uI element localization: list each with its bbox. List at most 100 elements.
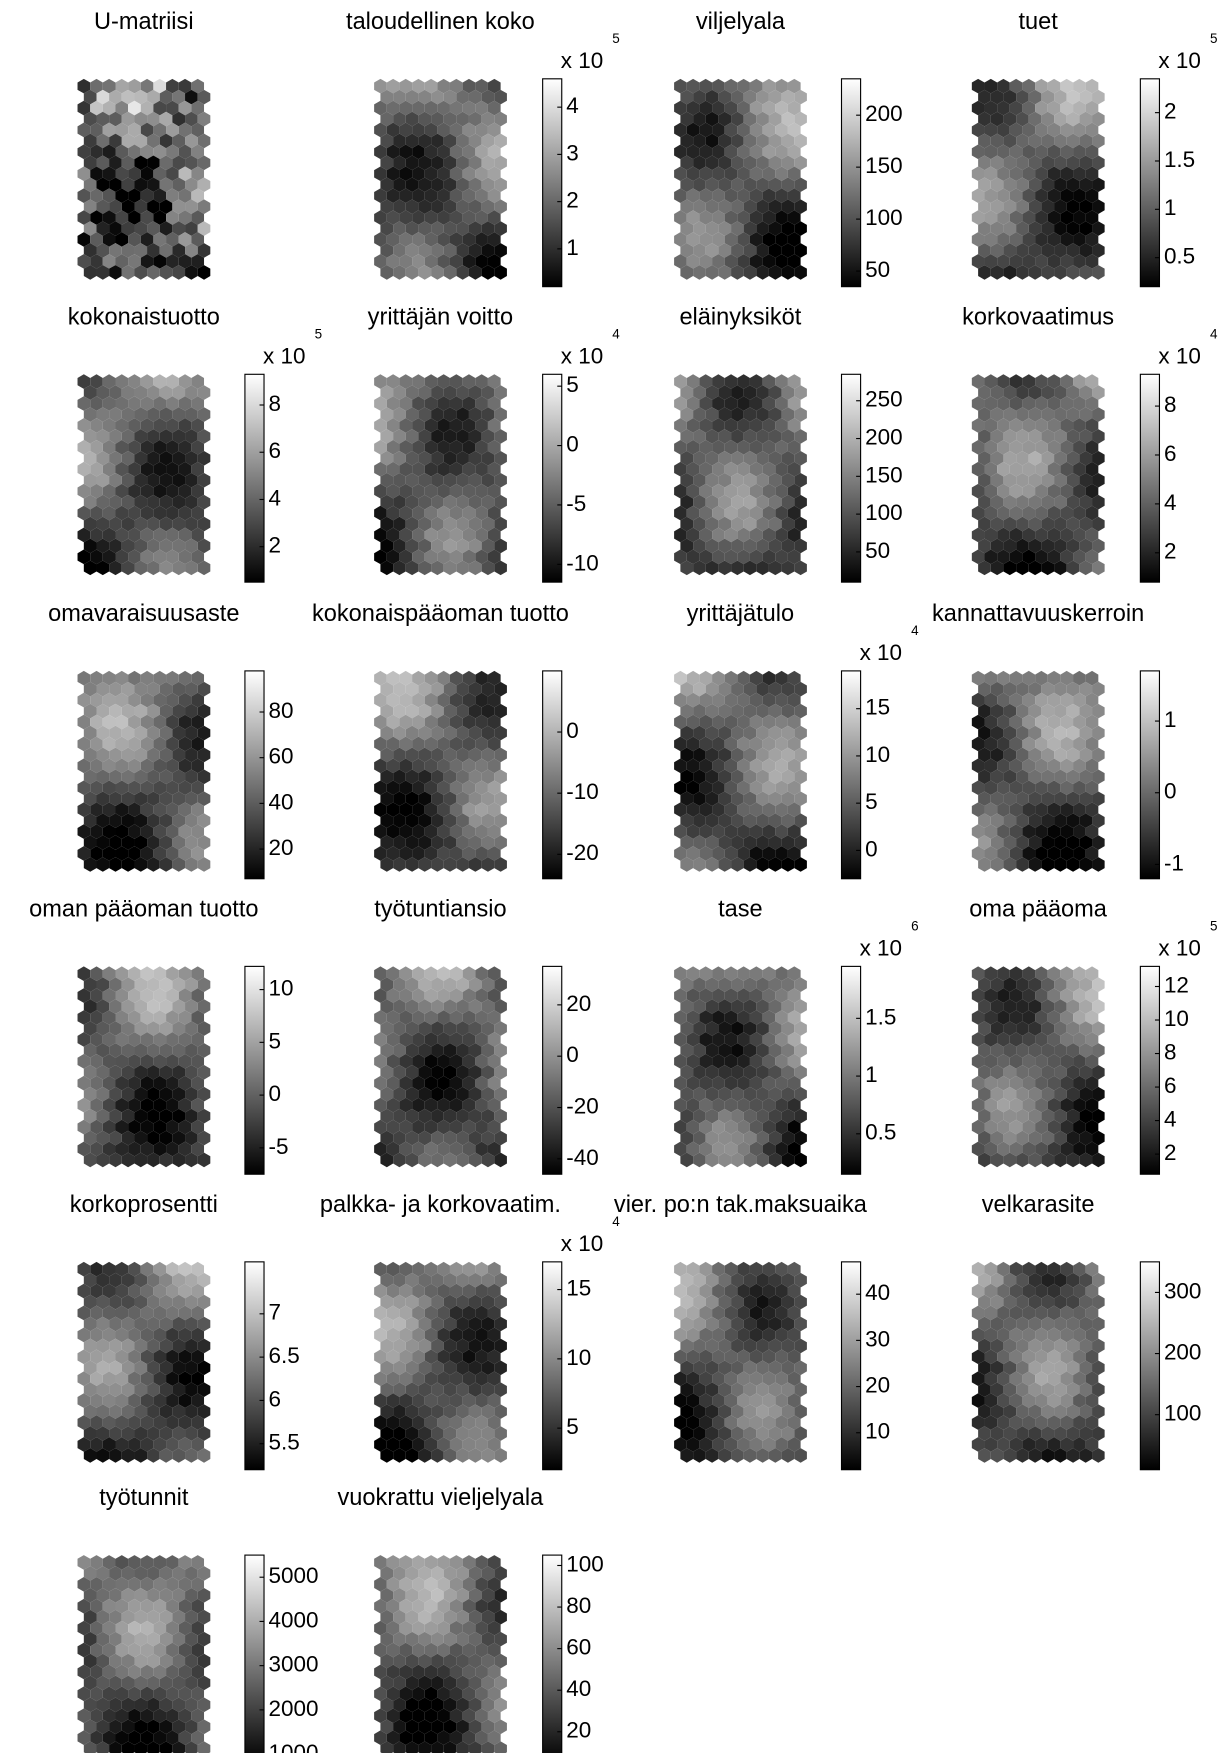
hex-cell [77, 440, 91, 455]
hex-cell [462, 1664, 476, 1680]
hex-cell [768, 1130, 782, 1146]
hex-cell [1066, 243, 1080, 258]
hex-cell [737, 692, 750, 708]
hex-cell [191, 461, 205, 477]
hex-cell [128, 1620, 141, 1636]
hex-cell [737, 188, 750, 203]
hex-cell [693, 243, 706, 258]
hex-cell [768, 89, 782, 105]
hex-cell [997, 1032, 1010, 1047]
hex-cell [1079, 516, 1093, 532]
hex-cell [96, 1316, 110, 1332]
hex-cell [109, 999, 122, 1014]
y-tick-label: 300 [1164, 1278, 1202, 1303]
hex-cell [386, 1642, 400, 1658]
hex-cell [481, 1360, 495, 1376]
hex-cell [1054, 1152, 1067, 1168]
hex-cell [1079, 89, 1093, 105]
hex-cell [1047, 254, 1061, 269]
hex-cell [743, 1360, 757, 1376]
hex-cell [374, 483, 387, 499]
hex-cell [705, 1360, 719, 1376]
panel-title: työtunnit [99, 1484, 189, 1510]
hex-cell [997, 78, 1010, 94]
hex-cell [794, 769, 807, 785]
hex-cell [374, 1075, 387, 1091]
hex-cell [109, 516, 122, 532]
hex-cell [487, 144, 501, 160]
hex-cell [997, 1010, 1010, 1025]
panel-title: kannattavuuskerroin [932, 600, 1144, 626]
hex-cell [102, 670, 116, 686]
hex-cell [749, 846, 763, 861]
hex-map [77, 670, 211, 872]
hex-cell [405, 1426, 419, 1441]
hex-cell [494, 472, 507, 488]
hex-cell [374, 1327, 387, 1343]
hex-cell [984, 144, 998, 160]
hex-cell [762, 210, 776, 225]
hex-cell [412, 527, 425, 543]
hex-cell [984, 374, 998, 389]
hex-cell [787, 714, 801, 730]
hex-cell [674, 1371, 687, 1387]
hex-cell [1079, 1316, 1093, 1332]
hex-cell [159, 1108, 173, 1124]
hex-cell [90, 254, 103, 269]
y-tick-label: 2000 [269, 1696, 319, 1721]
hex-cell [984, 846, 998, 861]
hex-cell [494, 243, 507, 258]
hex-cell [431, 747, 444, 763]
hex-cell [393, 681, 406, 697]
hex-cell [405, 516, 419, 532]
hex-cell [456, 1588, 469, 1603]
hex-cell [449, 483, 463, 499]
hex-cell [380, 429, 394, 444]
hex-cell [1035, 483, 1048, 499]
hex-cell [405, 451, 419, 466]
hex-cell [1079, 769, 1093, 785]
hex-cell [1054, 472, 1067, 488]
hex-cell [424, 1371, 438, 1387]
hex-cell [185, 1065, 198, 1080]
hex-cell [1060, 988, 1074, 1003]
hex-cell [172, 429, 186, 444]
hex-cell [77, 1327, 91, 1343]
hex-cell [90, 1708, 103, 1724]
hex-cell [1060, 232, 1074, 247]
hex-cell [412, 1664, 425, 1680]
hex-cell [109, 177, 122, 193]
hex-cell [1003, 1065, 1017, 1080]
hex-cell [178, 1437, 192, 1452]
hex-cell [128, 1283, 141, 1299]
hex-cell [481, 857, 495, 872]
hex-cell [77, 758, 91, 774]
hex-cell [178, 1371, 192, 1387]
hex-cell [1041, 747, 1055, 763]
hex-cell [781, 265, 795, 280]
hex-cell [443, 1021, 457, 1036]
hex-cell [481, 1426, 495, 1441]
hex-cell [686, 1119, 700, 1135]
hex-cell [386, 1437, 400, 1452]
hex-cell [731, 1130, 744, 1146]
hex-cell [121, 1448, 135, 1463]
hex-cell [134, 155, 148, 171]
hex-cell [737, 714, 750, 730]
hex-cell [712, 1437, 725, 1452]
hex-cell [134, 1272, 148, 1288]
hex-cell [380, 857, 394, 872]
hex-cell [1028, 1021, 1042, 1036]
hex-cell [712, 418, 725, 433]
hex-cell [1060, 1141, 1074, 1157]
hex-cell [443, 1382, 457, 1398]
hex-cell [102, 1141, 116, 1157]
hex-cell [1060, 144, 1074, 160]
hex-cell [405, 494, 419, 510]
hex-cell [712, 1415, 725, 1430]
hex-cell [1022, 988, 1036, 1003]
hex-cell [781, 155, 795, 171]
hex-cell [140, 1730, 154, 1745]
hex-cell [437, 1415, 450, 1430]
hex-cell [762, 1097, 776, 1113]
